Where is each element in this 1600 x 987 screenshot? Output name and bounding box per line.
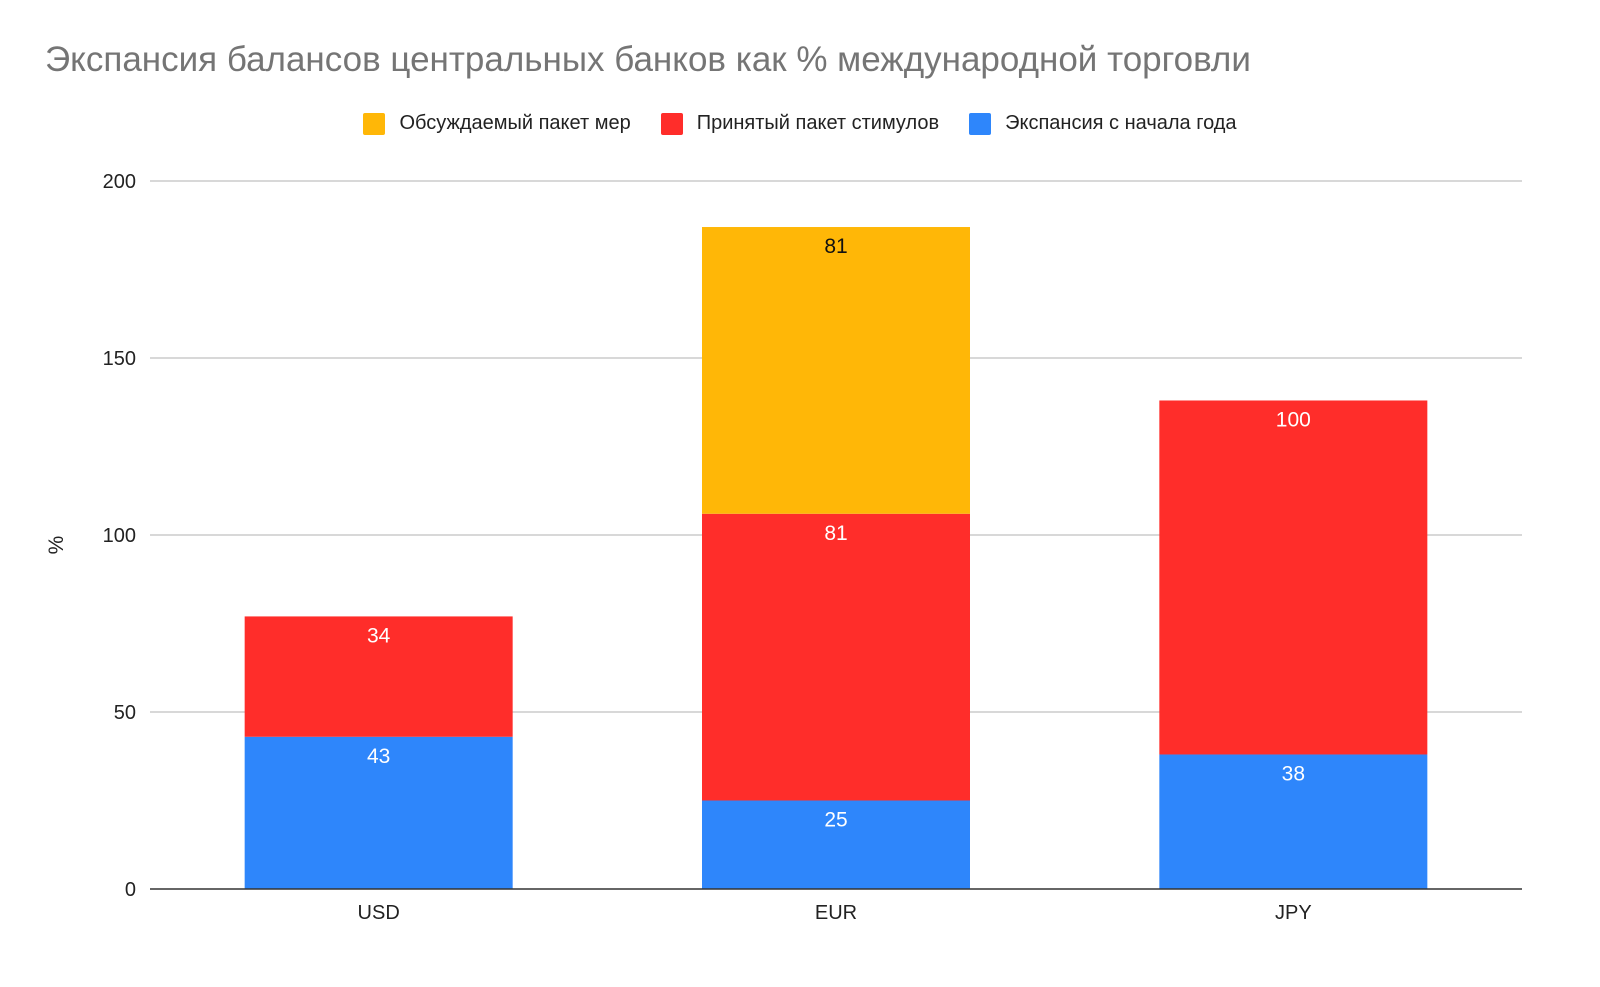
- axis-layer: 0 50 100 150 200% USD EUR JPY: [45, 171, 1522, 924]
- legend-swatch-discussed: [363, 112, 386, 135]
- data-label: 34: [367, 624, 391, 647]
- data-label: 38: [1282, 762, 1305, 785]
- data-label: 100: [1276, 408, 1311, 431]
- legend-label-adopted: Принятый пакет стимулов: [696, 112, 940, 134]
- x-tick-label: USD: [358, 902, 400, 924]
- bar-usd-series-0: [244, 736, 513, 889]
- y-tick-label: 200: [103, 171, 136, 193]
- legend: Обсуждаемый пакет мер Принятый пакет сти…: [0, 112, 1600, 135]
- bar-jpy-series-0: [1159, 754, 1428, 889]
- data-label: 81: [824, 522, 847, 545]
- y-tick-label: 50: [114, 702, 136, 724]
- bar-eur-series-2: [702, 227, 970, 514]
- x-tick-label: EUR: [815, 902, 857, 924]
- bar-eur-series-0: [702, 800, 970, 889]
- data-label: 43: [367, 745, 390, 768]
- bar-eur-series-1: [702, 513, 970, 801]
- legend-swatch-ytd: [969, 112, 992, 135]
- bar-layer: [244, 227, 1428, 889]
- y-axis-label: %: [45, 536, 68, 555]
- legend-label-ytd: Экспансия с начала года: [1005, 112, 1237, 134]
- legend-label-discussed: Обсуждаемый пакет мер: [399, 112, 631, 134]
- legend-item-discussed[interactable]: Обсуждаемый пакет мер: [363, 112, 631, 135]
- legend-item-ytd[interactable]: Экспансия с начала года: [969, 112, 1237, 135]
- y-tick-label: 0: [125, 879, 136, 901]
- label-layer: 43 34 25 81 81 38 100: [367, 235, 1311, 831]
- legend-item-adopted[interactable]: Принятый пакет стимулов: [660, 112, 940, 135]
- bar-usd-series-1: [244, 616, 513, 737]
- chart-title: Экспансия балансов центральных банков ка…: [45, 40, 1251, 79]
- bar-jpy-series-1: [1159, 400, 1428, 755]
- data-label: 81: [824, 235, 847, 258]
- data-label: 25: [824, 809, 847, 832]
- y-tick-label: 150: [103, 348, 136, 370]
- y-tick-label: 100: [103, 525, 136, 547]
- x-tick-label: JPY: [1275, 902, 1312, 924]
- legend-swatch-adopted: [660, 112, 683, 135]
